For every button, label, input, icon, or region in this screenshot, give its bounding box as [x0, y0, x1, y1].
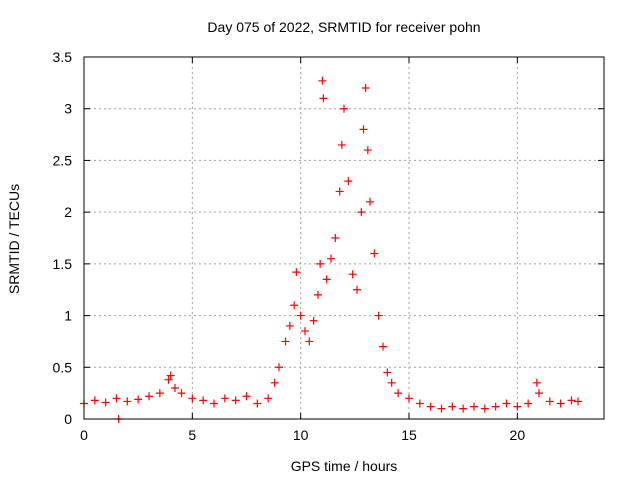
- data-point: [253, 399, 262, 408]
- data-point: [344, 177, 353, 186]
- data-point: [574, 397, 582, 406]
- data-point: [556, 399, 565, 408]
- data-point: [316, 259, 325, 268]
- data-point: [357, 208, 366, 217]
- data-point: [361, 84, 370, 93]
- data-point: [567, 396, 576, 405]
- data-point: [524, 399, 533, 408]
- data-point: [264, 394, 273, 403]
- data-point: [318, 76, 327, 85]
- data-point: [337, 140, 346, 149]
- data-point: [296, 311, 305, 320]
- y-tick-label: 0: [64, 411, 72, 427]
- data-point: [491, 402, 500, 411]
- x-tick-label: 20: [510, 427, 526, 443]
- data-point: [383, 368, 392, 377]
- y-tick-label: 3.5: [53, 49, 73, 65]
- x-axis-label: GPS time / hours: [291, 458, 398, 474]
- x-tick-label: 10: [293, 427, 309, 443]
- data-point: [314, 290, 322, 299]
- data-point: [123, 397, 132, 406]
- data-point: [415, 399, 424, 408]
- data-point: [281, 337, 290, 346]
- data-point: [242, 392, 251, 401]
- y-tick-label: 1.5: [53, 256, 73, 272]
- grid: [84, 57, 604, 419]
- data-point: [112, 394, 121, 403]
- data-point: [145, 392, 153, 401]
- data-point: [379, 342, 387, 351]
- data-point: [199, 396, 208, 405]
- data-point: [327, 254, 335, 263]
- data-point: [301, 327, 309, 336]
- data-point: [426, 402, 435, 411]
- plot-frame: [83, 56, 605, 420]
- y-tick-label: 2.5: [53, 152, 73, 168]
- data-point: [340, 104, 348, 113]
- x-tick-label: 5: [188, 427, 196, 443]
- data-point: [305, 337, 314, 346]
- data-point: [220, 394, 229, 403]
- data-point: [370, 249, 379, 258]
- data-point: [366, 197, 374, 206]
- data-point: [331, 234, 340, 242]
- y-tick-label: 1: [64, 308, 72, 324]
- data-point: [437, 404, 446, 413]
- data-point: [275, 363, 283, 372]
- data-point: [90, 396, 99, 405]
- data-point: [448, 402, 457, 411]
- data-point: [535, 389, 543, 398]
- data-point: [405, 394, 413, 403]
- data-point: [292, 268, 301, 277]
- y-axis-label: SRMTID / TECUs: [6, 184, 22, 294]
- y-tick-label: 3: [64, 101, 72, 117]
- data-point: [164, 375, 173, 384]
- data-point: [394, 389, 403, 398]
- data-point: [155, 389, 164, 398]
- data-point: [387, 378, 396, 387]
- data-point: [188, 394, 197, 403]
- data-point: [470, 402, 478, 411]
- data-point: [309, 316, 318, 325]
- data-point: [322, 275, 331, 284]
- data-point: [348, 270, 357, 279]
- data-point: [177, 389, 186, 398]
- x-tick-label: 15: [401, 427, 417, 443]
- data-point: [285, 321, 294, 330]
- data-point: [545, 397, 554, 406]
- data-point: [231, 396, 240, 405]
- y-tick-label: 2: [64, 204, 72, 220]
- data-point: [532, 378, 541, 387]
- data-point: [101, 398, 110, 407]
- data-point: [374, 311, 383, 320]
- data-point: [513, 402, 522, 411]
- data-point: [359, 125, 368, 134]
- data-point: [270, 378, 279, 387]
- data-point: [210, 399, 218, 408]
- data-point: [502, 399, 511, 408]
- data-point: [353, 285, 361, 294]
- data-point: [290, 301, 299, 310]
- data-point: [335, 187, 344, 196]
- chart-title: Day 075 of 2022, SRMTID for receiver poh…: [207, 19, 480, 35]
- data-point: [166, 371, 175, 380]
- data-point: [480, 404, 489, 413]
- y-tick-label: 0.5: [53, 359, 73, 375]
- data-point: [171, 383, 179, 392]
- x-tick-label: 0: [80, 427, 88, 443]
- data-point: [459, 404, 468, 413]
- axis-ticks: 0 5 10 15 20 0 0.5 1 1.5 2 2.5 3 3.5: [53, 49, 604, 443]
- data-points: [80, 76, 582, 423]
- data-point: [363, 146, 372, 155]
- data-point: [319, 94, 328, 103]
- data-point: [134, 395, 143, 404]
